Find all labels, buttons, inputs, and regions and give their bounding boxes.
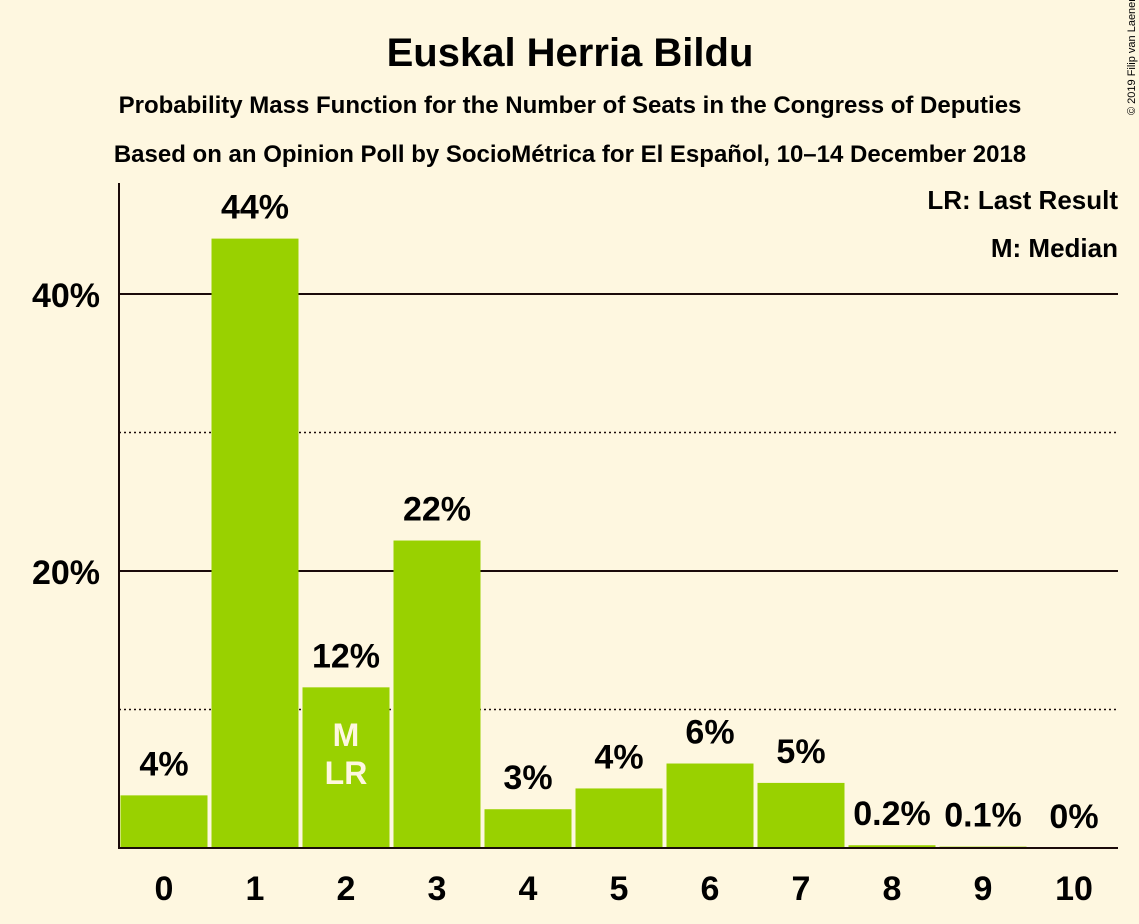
- x-tick-label: 0: [155, 870, 174, 908]
- chart-subtitle-line-1: Probability Mass Function for the Number…: [119, 92, 1022, 119]
- bar-4: [484, 809, 572, 848]
- x-tick-label: 1: [246, 870, 265, 908]
- x-tick-label: 8: [883, 870, 902, 908]
- bar-1: [211, 238, 299, 849]
- value-label-7: 5%: [776, 733, 825, 771]
- y-tick-labels: 20% 40%: [32, 277, 100, 592]
- value-label-8: 0.2%: [853, 795, 931, 833]
- value-labels: 4% 44% 12% 22% 3% 4% 6% 5% 0.2% 0.1% 0%: [139, 189, 1098, 836]
- value-label-5: 4%: [594, 738, 643, 776]
- value-label-2: 12%: [312, 637, 380, 675]
- bar-markers: MLR: [325, 717, 368, 791]
- x-tick-label: 7: [792, 870, 811, 908]
- value-label-6: 6%: [685, 714, 734, 752]
- bar-2: [302, 687, 390, 848]
- value-label-10: 0%: [1049, 798, 1098, 836]
- bar-6: [666, 763, 754, 848]
- y-tick-label: 40%: [32, 277, 100, 315]
- bar-5: [575, 788, 663, 848]
- bar-8: [848, 845, 936, 848]
- legend-last-result: LR: Last Result: [927, 185, 1118, 215]
- bar-3: [393, 540, 481, 848]
- value-label-9: 0.1%: [944, 797, 1022, 835]
- value-label-3: 22%: [403, 491, 471, 529]
- chart-subtitle-line-2: Based on an Opinion Poll by SocioMétrica…: [114, 141, 1026, 168]
- x-tick-label: 5: [610, 870, 629, 908]
- legend-median: M: Median: [991, 233, 1118, 263]
- value-label-0: 4%: [139, 745, 188, 783]
- value-label-1: 44%: [221, 189, 289, 227]
- last-result-marker: LR: [325, 755, 368, 791]
- bar-7: [757, 782, 845, 848]
- copyright-notice: © 2019 Filip van Laenen: [1126, 0, 1138, 115]
- x-tick-label: 4: [519, 870, 538, 908]
- value-label-4: 3%: [503, 759, 552, 797]
- median-marker: M: [333, 717, 360, 753]
- x-tick-label: 3: [428, 870, 447, 908]
- x-tick-label: 10: [1055, 870, 1093, 908]
- x-tick-labels: 0 1 2 3 4 5 6 7 8 9 10: [155, 870, 1093, 908]
- x-tick-label: 9: [974, 870, 993, 908]
- y-tick-label: 20%: [32, 554, 100, 592]
- x-tick-label: 6: [701, 870, 720, 908]
- x-tick-label: 2: [337, 870, 356, 908]
- bar-0: [120, 795, 208, 848]
- chart-title: Euskal Herria Bildu: [387, 31, 754, 75]
- bars: [120, 238, 1027, 849]
